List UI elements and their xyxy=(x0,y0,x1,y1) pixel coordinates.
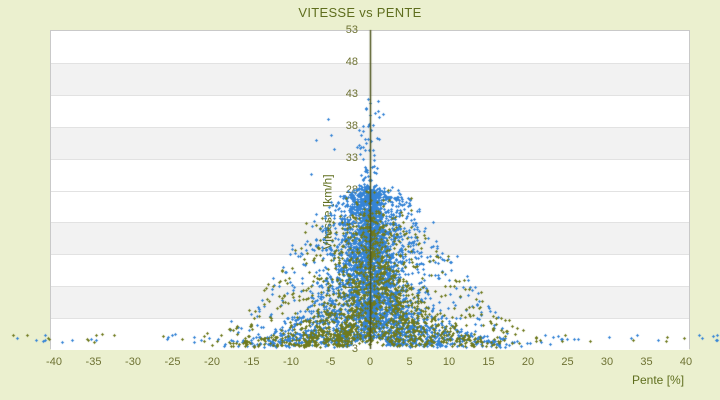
y-tick-label: 38 xyxy=(345,119,358,132)
grid-band xyxy=(51,94,689,127)
x-tick-label: -35 xyxy=(85,356,102,368)
y-axis-title: Vitesse [km/h] xyxy=(320,174,335,250)
x-axis-title: Pente [%] xyxy=(632,373,685,387)
x-tick-label: -20 xyxy=(204,356,220,368)
x-tick-label: 35 xyxy=(640,356,653,368)
grid-band xyxy=(51,31,689,63)
y-tick-label: 33 xyxy=(345,151,358,164)
grid-band xyxy=(51,158,689,191)
y-tick-label: 53 xyxy=(345,24,358,36)
y-tick-label: 8 xyxy=(351,311,358,324)
x-tick-label: 25 xyxy=(561,356,574,368)
x-tick-label: 40 xyxy=(679,356,693,368)
grid-band xyxy=(51,126,689,159)
x-tick-label: 15 xyxy=(482,356,495,368)
grid-band xyxy=(51,222,689,255)
y-tick-label: 18 xyxy=(345,247,358,260)
grid-band xyxy=(51,62,689,95)
y-tick-label: 3 xyxy=(351,343,358,355)
plot-area xyxy=(50,30,690,350)
x-tick-label: 5 xyxy=(406,356,413,368)
x-tick-label: -30 xyxy=(125,356,141,368)
x-tick-label: -15 xyxy=(243,356,260,368)
grid-band xyxy=(51,286,689,319)
y-tick-label: 43 xyxy=(345,87,358,100)
x-tick-label: 30 xyxy=(600,356,614,368)
x-tick-label: 10 xyxy=(442,356,456,368)
grid-band xyxy=(51,318,689,350)
x-tick-label: -5 xyxy=(325,356,336,368)
grid-band xyxy=(51,254,689,287)
grid-band xyxy=(51,190,689,223)
x-tick-label: 0 xyxy=(366,356,374,368)
y-tick-label: 13 xyxy=(345,279,358,292)
x-tick-label: -40 xyxy=(46,356,62,368)
y-tick-label: 48 xyxy=(345,55,358,68)
x-tick-label: -25 xyxy=(164,356,181,368)
x-tick-label: -10 xyxy=(283,356,299,368)
x-tick-label: 20 xyxy=(521,356,535,368)
chart-title: VITESSE vs PENTE xyxy=(298,5,422,20)
